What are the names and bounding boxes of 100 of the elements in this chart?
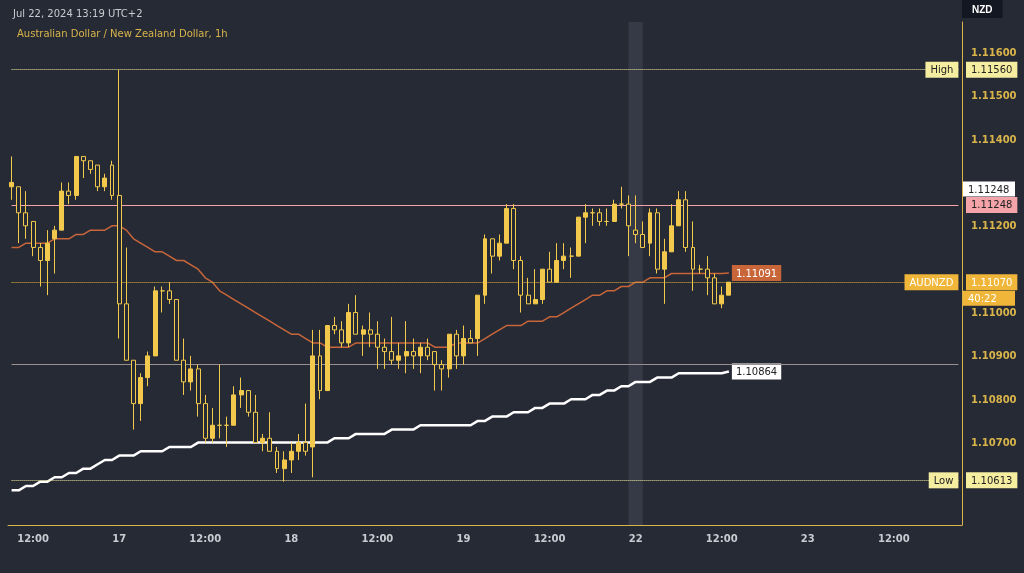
candlestick: [691, 220, 695, 292]
candlestick: [131, 359, 136, 431]
candlestick: [497, 233, 502, 261]
candlestick: [418, 342, 423, 374]
x-tick-label: 12:00: [705, 532, 738, 544]
candlestick: [712, 273, 717, 305]
y-tick-label: 1.11400: [971, 133, 1017, 145]
candlestick: [547, 251, 552, 283]
candlestick: [138, 372, 143, 422]
candlestick: [188, 355, 193, 392]
candlestick: [683, 190, 688, 253]
x-tick-label: 18: [284, 532, 299, 544]
candlestick: [483, 233, 487, 305]
candlestick: [382, 338, 387, 370]
candlestick: [404, 320, 409, 374]
y-tick-label: 1.10700: [971, 437, 1017, 449]
candlestick: [124, 246, 129, 361]
candlestick: [246, 390, 251, 418]
candlestick: [117, 69, 122, 340]
candlestick: [633, 194, 638, 244]
candlestick: [361, 325, 366, 357]
candlestick: [655, 207, 660, 274]
candlestick: [540, 268, 545, 305]
candlestick: [66, 181, 71, 205]
candlestick: [267, 411, 272, 452]
candlestick: [504, 203, 509, 244]
ref-line-label: High: [930, 64, 954, 76]
candlestick: [88, 160, 93, 175]
candlestick: [310, 329, 315, 478]
candlestick: [231, 385, 236, 426]
candlestick: [353, 294, 358, 335]
candlestick: [217, 364, 222, 439]
candlestick: [260, 433, 265, 452]
candlestick: [167, 281, 172, 305]
candlestick: [669, 203, 674, 253]
candlestick: [224, 416, 229, 448]
y-tick-label: 1.11200: [971, 220, 1017, 232]
candlestick: [597, 207, 602, 227]
candlestick: [518, 255, 523, 314]
candlestick: [16, 186, 21, 244]
candlestick: [282, 450, 287, 483]
x-tick-label: 12:00: [877, 532, 910, 544]
candlestick: [253, 394, 258, 444]
y-tick-label: 1.11560: [971, 64, 1013, 76]
y-tick-label: 1.11070: [971, 276, 1013, 288]
candlestick: [533, 268, 538, 305]
candlestick: [389, 316, 394, 366]
candlestick: [705, 255, 710, 296]
candlestick: [332, 316, 337, 335]
x-tick-label: 12:00: [189, 532, 222, 544]
ref-line-label: Low: [933, 474, 954, 486]
line-series: [10, 225, 730, 348]
candlestick: [23, 190, 28, 240]
candlestick: [726, 281, 731, 296]
candlestick: [719, 286, 724, 309]
y-tick-label: 1.11000: [971, 307, 1017, 319]
candlestick: [561, 242, 566, 270]
candlestick: [303, 403, 308, 457]
candlestick: [239, 377, 244, 409]
candlestick: [461, 325, 466, 366]
candlestick: [468, 329, 473, 344]
candlestick: [289, 442, 294, 474]
candlestick: [318, 329, 322, 400]
candlestick: [432, 351, 437, 392]
candlestick: [38, 242, 43, 288]
candlestick: [74, 155, 79, 201]
candlestick: [454, 329, 459, 370]
y-tick-label: 1.10900: [971, 350, 1017, 362]
candlestick: [196, 364, 201, 418]
candlestick: [95, 164, 100, 192]
candlestick: [475, 294, 480, 357]
candlestick: [490, 238, 495, 274]
candlestick: [174, 299, 179, 361]
candlestick: [203, 394, 208, 444]
candlestick: [160, 286, 165, 314]
candlestick: [153, 286, 158, 357]
candlestick: [102, 173, 107, 192]
candlestick: [368, 312, 373, 348]
text: 40:22: [968, 293, 997, 305]
candlestick: [447, 333, 452, 379]
candlestick: [411, 338, 416, 370]
x-tick-label: 17: [112, 532, 127, 544]
candlestick: [526, 277, 531, 305]
candlestick: [612, 199, 617, 222]
candlestick: [31, 220, 36, 257]
candlestick: [439, 359, 444, 392]
candlestick: [296, 433, 301, 461]
candlestick: [81, 155, 86, 179]
y-tick-label: 1.11248: [971, 199, 1013, 211]
candlestick: [396, 342, 401, 370]
candlestick: [648, 207, 652, 257]
candlestick: [375, 320, 380, 370]
candlestick: [640, 220, 645, 248]
data-label: 1.10864: [735, 366, 778, 377]
candlestick: [110, 160, 114, 201]
candlestick: [676, 190, 681, 227]
candlestick: [619, 186, 624, 209]
y-tick-label: 1.11600: [971, 46, 1017, 58]
candlestick: [576, 216, 581, 257]
x-tick-label: 22: [628, 532, 643, 544]
